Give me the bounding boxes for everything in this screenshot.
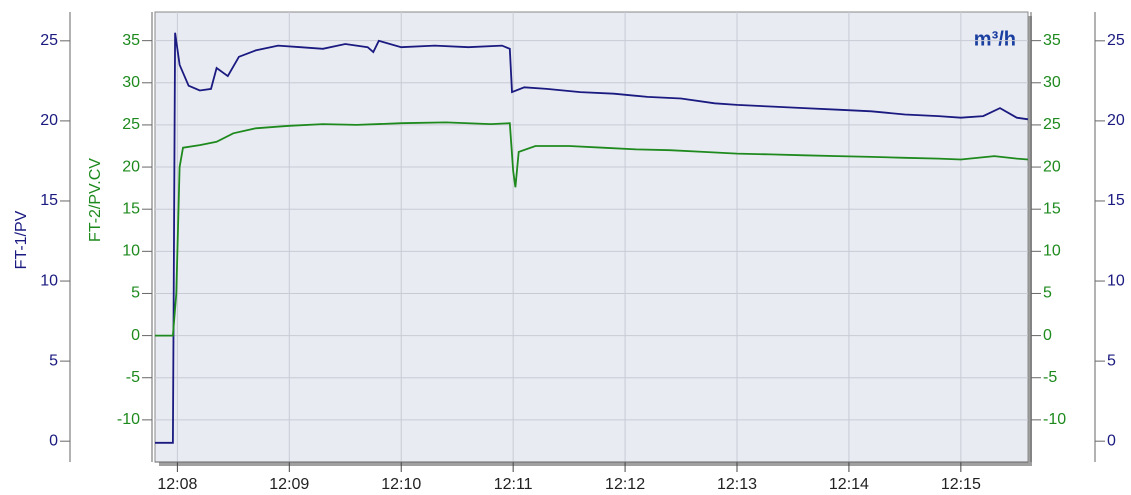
y2-axis-right-tick-label: 5	[1043, 285, 1052, 302]
y-axis-tick-label: 25	[40, 32, 58, 49]
y2-axis-right-tick-label: -10	[1043, 411, 1066, 428]
y2-axis-tick-label: 15	[122, 200, 140, 217]
x-tick-label: 12:11	[494, 476, 533, 493]
x-tick-label: 12:15	[941, 476, 981, 493]
y2-axis-tick-label: 30	[122, 74, 140, 91]
y-axis-right-tick-label: 10	[1107, 272, 1125, 289]
y2-axis-tick-label: 25	[122, 116, 140, 133]
y-axis-label: FT-1/PV	[13, 210, 30, 269]
y2-axis-label: FT-2/PV.CV	[87, 158, 104, 242]
units-annotation: m³/h	[974, 28, 1016, 50]
y2-axis-tick-label: 5	[131, 285, 140, 302]
y2-axis-tick-label: 10	[122, 243, 140, 260]
y-axis-right-tick-label: 25	[1107, 32, 1125, 49]
y-axis-tick-label: 0	[49, 432, 58, 449]
y2-axis-right-tick-label: 15	[1043, 200, 1061, 217]
series-line	[155, 121, 1029, 337]
y2-axis-right-tick-label: 30	[1043, 74, 1061, 91]
y-axis-tick-label: 20	[40, 112, 58, 129]
y2-axis-right-tick-label: -5	[1043, 369, 1057, 386]
y2-axis-right-tick-label: 25	[1043, 116, 1061, 133]
y-axis-tick-label: 15	[40, 192, 58, 209]
y2-axis-tick-label: -5	[126, 369, 140, 386]
y2-axis-right-tick-label: 20	[1043, 158, 1061, 175]
y-axis-right-tick-label: 20	[1107, 112, 1125, 129]
y-axis-right-tick-label: 15	[1107, 192, 1125, 209]
x-tick-label: 12:14	[829, 476, 869, 493]
y2-axis-tick-label: 35	[122, 32, 140, 49]
y2-axis-right-tick-label: 0	[1043, 327, 1052, 344]
plot-area	[154, 11, 1029, 463]
y2-axis-tick-label: -10	[117, 411, 140, 428]
y-axis-tick-label: 5	[49, 352, 58, 369]
x-tick-label: 12:13	[717, 476, 757, 493]
y2-axis-tick-label: 20	[122, 158, 140, 175]
y-axis-right-tick-label: 0	[1107, 432, 1116, 449]
x-tick-label: 12:09	[269, 476, 309, 493]
y2-axis-right-tick-label: 10	[1043, 243, 1061, 260]
y-axis-right-tick-label: 5	[1107, 352, 1116, 369]
x-tick-label: 12:10	[381, 476, 421, 493]
x-tick-label: 12:12	[605, 476, 645, 493]
y2-axis-tick-label: 0	[131, 327, 140, 344]
y2-axis-right-tick-label: 35	[1043, 32, 1061, 49]
y-axis-tick-label: 10	[40, 272, 58, 289]
x-tick-label: 12:08	[157, 476, 197, 493]
series-line	[155, 32, 1029, 444]
